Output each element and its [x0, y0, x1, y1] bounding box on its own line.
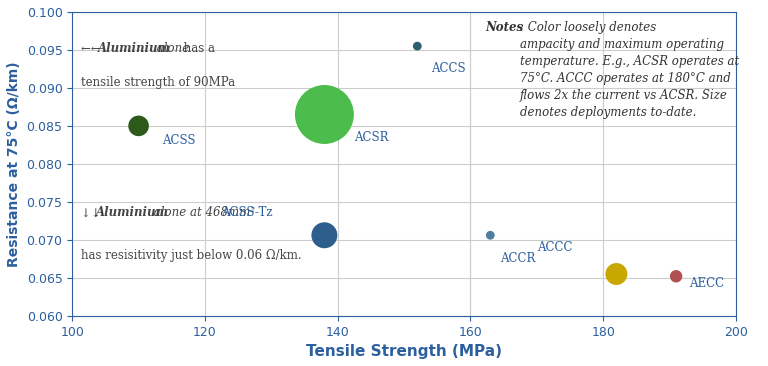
Text: tensile strength of 90MPa: tensile strength of 90MPa [81, 76, 235, 89]
Point [132, 123, 144, 129]
Text: : Color loosely denotes
ampacity and maximum operating
temperature. E.g., ACSR o: : Color loosely denotes ampacity and max… [519, 21, 739, 119]
Text: ACSS-Tz: ACSS-Tz [221, 206, 273, 219]
Text: ACCS: ACCS [431, 63, 465, 75]
Text: has resisitivity just below 0.06 Ω/km.: has resisitivity just below 0.06 Ω/km. [81, 249, 302, 262]
Point [411, 43, 423, 49]
Point [318, 232, 330, 238]
Text: Notes: Notes [485, 21, 523, 34]
Text: ACSR: ACSR [354, 131, 389, 144]
Point [670, 273, 682, 279]
Text: ACCR: ACCR [500, 251, 535, 265]
Text: ACSS: ACSS [162, 134, 195, 147]
Text: ←←: ←← [81, 42, 104, 55]
Point [611, 271, 623, 277]
Text: Aluminium: Aluminium [98, 42, 171, 55]
Y-axis label: Resistance at 75°C (Ω/km): Resistance at 75°C (Ω/km) [7, 61, 21, 267]
Point [318, 112, 330, 117]
Text: Aluminium: Aluminium [95, 206, 168, 219]
X-axis label: Tensile Strength (MPa): Tensile Strength (MPa) [306, 344, 502, 359]
Text: AECC: AECC [690, 277, 724, 290]
Text: ↓↓: ↓↓ [81, 206, 104, 219]
Text: alone at 468mm²: alone at 468mm² [150, 206, 255, 219]
Text: ACCC: ACCC [537, 241, 572, 254]
Text: has a: has a [180, 42, 215, 55]
Text: alone: alone [153, 42, 189, 55]
Point [484, 232, 496, 238]
